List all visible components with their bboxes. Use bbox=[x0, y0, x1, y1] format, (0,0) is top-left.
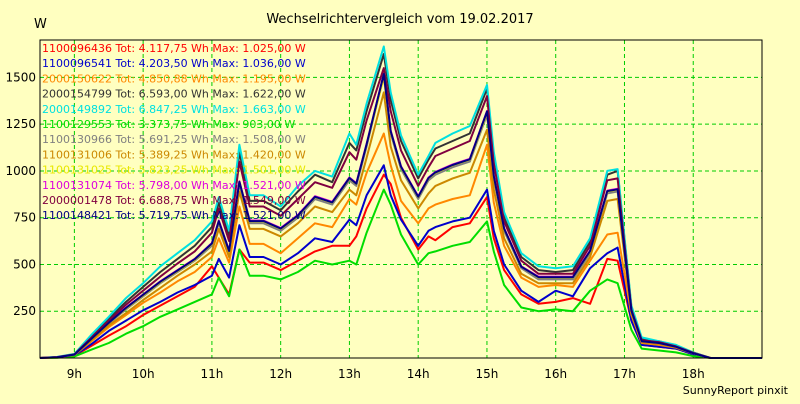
legend-entry: 1100148421 Tot: 5.719,75 Wh Max: 1.521,0… bbox=[42, 209, 306, 222]
legend: 1100096436 Tot: 4.117,75 Wh Max: 1.025,0… bbox=[42, 42, 306, 222]
series-group bbox=[39, 45, 762, 359]
chart-footer: SunnyReport pinxit bbox=[683, 384, 789, 397]
y-axis-label: W bbox=[34, 17, 47, 32]
legend-entry: 1100129553 Tot: 3.373,75 Wh Max: 903,00 … bbox=[42, 118, 295, 131]
y-tick-label: 750 bbox=[13, 211, 36, 225]
legend-entry: 1100131006 Tot: 5.389,25 Wh Max: 1.420,0… bbox=[42, 148, 306, 161]
legend-entry: 2000150622 Tot: 4.850,88 Wh Max: 1.195,0… bbox=[42, 72, 306, 85]
y-tick-label: 500 bbox=[13, 257, 36, 271]
x-tick-label: 10h bbox=[132, 367, 155, 381]
x-tick-label: 17h bbox=[613, 367, 636, 381]
x-tick-label: 9h bbox=[67, 367, 82, 381]
x-tick-label: 18h bbox=[682, 367, 705, 381]
series-line-11 bbox=[39, 73, 762, 359]
legend-entry: 1100130966 Tot: 5.691,25 Wh Max: 1.508,0… bbox=[42, 133, 306, 146]
y-tick-label: 1500 bbox=[5, 70, 36, 84]
x-tick-label: 13h bbox=[338, 367, 361, 381]
chart-title: Wechselrichtervergleich vom 19.02.2017 bbox=[266, 12, 533, 27]
series-line-1 bbox=[39, 164, 762, 359]
legend-entry: 2000149892 Tot: 6.847,25 Wh Max: 1.663,0… bbox=[42, 103, 306, 116]
plot-frame bbox=[39, 39, 763, 359]
chart-axes: 250 500 750 1000 1250 1500 9h 10h 11h 12h 13h 14h 15… bbox=[5, 39, 763, 381]
legend-entry: 2000154799 Tot: 6.593,00 Wh Max: 1.622,0… bbox=[42, 88, 306, 101]
y-tick-label: 1000 bbox=[5, 164, 36, 178]
x-tick-label: 12h bbox=[269, 367, 292, 381]
y-tick-label: 250 bbox=[13, 304, 36, 318]
legend-entry: 1100131025 Tot: 5.823,25 Wh Max: 1.501,0… bbox=[42, 164, 306, 177]
legend-entry: 2000001478 Tot: 6.688,75 Wh Max: 1.549,0… bbox=[42, 194, 306, 207]
x-tick-label: 11h bbox=[200, 367, 223, 381]
legend-entry: 1100131074 Tot: 5.798,00 Wh Max: 1.521,0… bbox=[42, 179, 306, 192]
y-tick-label: 1250 bbox=[5, 117, 36, 131]
x-tick-label: 15h bbox=[476, 367, 499, 381]
legend-entry: 1100096541 Tot: 4.203,50 Wh Max: 1.036,0… bbox=[42, 57, 306, 70]
x-tick-label: 14h bbox=[407, 367, 430, 381]
legend-entry: 1100096436 Tot: 4.117,75 Wh Max: 1.025,0… bbox=[42, 42, 306, 55]
x-tick-label: 16h bbox=[544, 367, 567, 381]
series-line-5 bbox=[39, 188, 762, 359]
